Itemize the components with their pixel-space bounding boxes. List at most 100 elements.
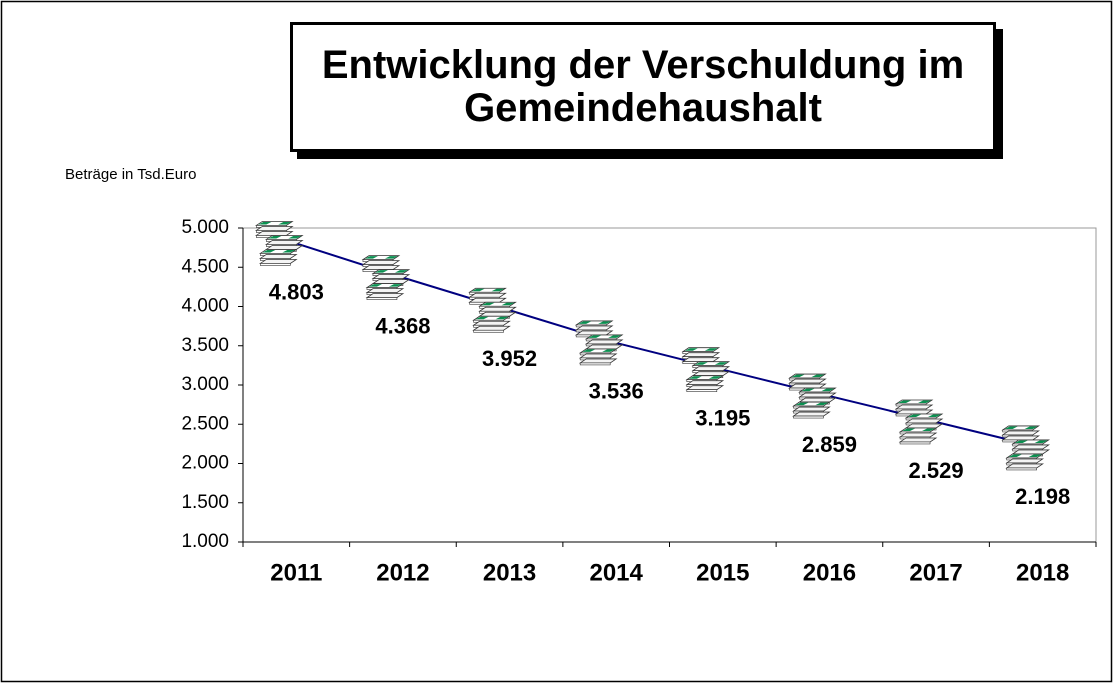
y-tick-label: 5.000 xyxy=(181,217,229,238)
bill xyxy=(371,274,411,280)
bill-green xyxy=(394,270,408,273)
bill xyxy=(894,409,934,415)
bill-edge xyxy=(686,389,718,392)
plot-area xyxy=(242,227,1097,543)
bill xyxy=(691,371,731,377)
bill xyxy=(264,240,304,245)
data-label: 2.198 xyxy=(1015,484,1070,509)
data-label: 3.195 xyxy=(695,406,750,431)
bill-green xyxy=(1014,440,1028,443)
x-tick-label: 2014 xyxy=(589,559,643,586)
bill-edge xyxy=(899,441,931,445)
y-tick-label: 1.000 xyxy=(181,531,229,552)
x-tick-label: 2016 xyxy=(803,559,856,586)
bill-green xyxy=(815,402,829,406)
bill-green xyxy=(714,362,728,365)
bill xyxy=(365,293,405,299)
bill xyxy=(788,383,827,389)
bill-edge xyxy=(1006,467,1037,471)
bill-green xyxy=(491,288,505,292)
bill-green xyxy=(922,428,936,431)
bill xyxy=(468,292,507,298)
y-tick-label: 3.500 xyxy=(181,335,229,356)
money-marker xyxy=(681,347,731,392)
x-tick-label: 2018 xyxy=(1016,559,1069,586)
bill-green xyxy=(262,249,276,253)
bill-edge xyxy=(366,297,398,300)
bill-green xyxy=(902,428,916,431)
bill-green xyxy=(694,362,708,365)
bill xyxy=(365,288,405,294)
money-marker xyxy=(894,399,944,445)
bill xyxy=(264,245,304,250)
bill xyxy=(371,279,411,285)
y-tick-label: 2.500 xyxy=(181,413,229,434)
bill xyxy=(685,385,725,391)
bill xyxy=(361,260,401,266)
bill-green xyxy=(1028,454,1042,457)
bill-green xyxy=(602,349,616,352)
x-tick-label: 2017 xyxy=(909,559,962,586)
bill xyxy=(361,265,401,271)
bill xyxy=(681,352,721,358)
bill-green xyxy=(374,270,388,273)
bill xyxy=(798,397,837,403)
x-tick-label: 2011 xyxy=(270,559,322,586)
bill xyxy=(578,358,618,364)
y-axis-label: Beträge in Tsd.Euro xyxy=(65,166,196,183)
money-marker xyxy=(1001,425,1051,471)
bill-green xyxy=(388,284,402,287)
bill xyxy=(578,353,618,359)
bill-green xyxy=(908,414,922,417)
bill xyxy=(904,418,944,424)
bill xyxy=(792,406,831,412)
bill xyxy=(472,325,511,331)
bill xyxy=(468,297,507,303)
bill-green xyxy=(1024,426,1038,429)
bill-green xyxy=(471,288,485,292)
bill xyxy=(574,330,614,336)
bill xyxy=(254,226,294,231)
bill xyxy=(478,306,517,312)
bill-edge xyxy=(793,415,824,419)
bill-edge xyxy=(579,362,611,366)
bill-green xyxy=(495,316,509,320)
data-label: 2.859 xyxy=(802,432,857,457)
bill xyxy=(574,325,614,331)
bill-edge xyxy=(473,329,504,333)
money-marker xyxy=(468,287,517,333)
bill xyxy=(788,378,827,384)
bill-green xyxy=(481,302,495,306)
money-marker xyxy=(574,320,624,366)
bill xyxy=(798,392,837,398)
bill-green xyxy=(1004,426,1018,429)
bill xyxy=(584,344,624,350)
bill xyxy=(258,254,298,259)
bill-green xyxy=(368,284,382,287)
bill-green xyxy=(791,374,805,378)
bill xyxy=(584,339,624,345)
bill xyxy=(1005,458,1045,464)
money-marker xyxy=(254,221,304,266)
bill-green xyxy=(582,349,596,352)
bill-green xyxy=(688,376,702,379)
bill xyxy=(904,423,944,429)
bill-green xyxy=(268,235,282,239)
bill-green xyxy=(928,414,942,417)
bill xyxy=(691,366,731,372)
bill-green xyxy=(1008,454,1022,457)
bill xyxy=(894,404,934,410)
bill-green xyxy=(684,348,698,351)
data-label: 3.952 xyxy=(482,346,537,371)
bill xyxy=(258,259,298,264)
bill-green xyxy=(821,388,835,392)
y-tick-label: 4.000 xyxy=(181,296,229,317)
bill xyxy=(1011,444,1051,450)
bill-green xyxy=(475,316,489,320)
bill xyxy=(898,437,938,443)
bill-green xyxy=(801,388,815,392)
bill-green xyxy=(258,221,272,225)
data-label: 3.536 xyxy=(589,379,644,404)
